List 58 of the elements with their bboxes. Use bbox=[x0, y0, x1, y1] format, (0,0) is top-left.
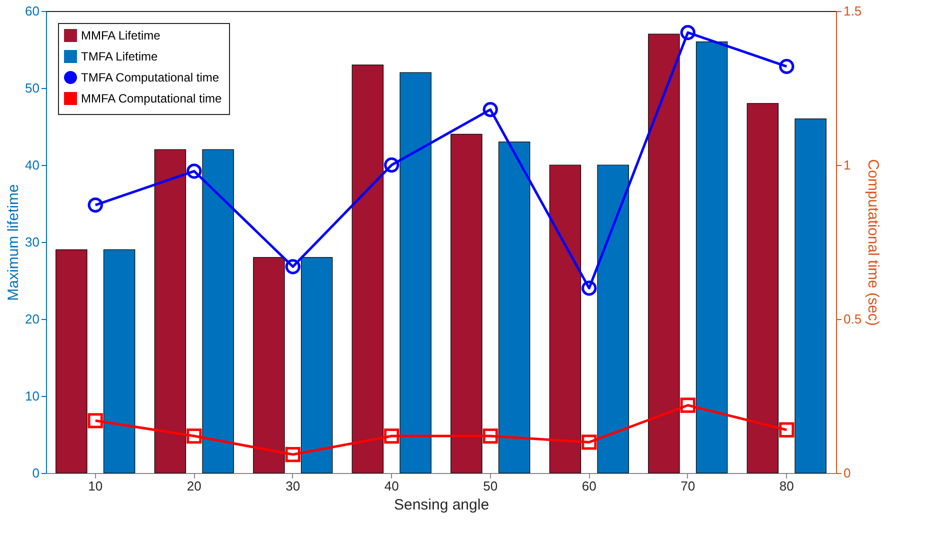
y2-tick-label: 0 bbox=[844, 466, 851, 480]
point bbox=[285, 259, 300, 274]
point bbox=[88, 197, 103, 213]
point bbox=[186, 164, 202, 179]
bar bbox=[498, 142, 530, 474]
bar bbox=[202, 149, 234, 474]
x-tick-label: 70 bbox=[680, 478, 696, 494]
point bbox=[88, 413, 103, 428]
bar bbox=[746, 103, 779, 474]
x-tick-label: 10 bbox=[88, 478, 103, 494]
y-tick-label: 10 bbox=[25, 388, 40, 404]
bar bbox=[794, 118, 826, 474]
legend-label: TMFA Lifetime bbox=[81, 50, 158, 64]
bar bbox=[696, 42, 728, 474]
point bbox=[186, 428, 202, 444]
point bbox=[779, 422, 794, 438]
legend-label: TMFA Computational time bbox=[81, 70, 220, 84]
y-tick-label: 60 bbox=[25, 4, 40, 18]
point bbox=[384, 428, 400, 444]
point bbox=[482, 102, 498, 118]
bar bbox=[352, 64, 384, 474]
point bbox=[384, 157, 400, 173]
point bbox=[680, 398, 696, 413]
legend-label: MMFA Lifetime bbox=[81, 28, 161, 42]
point bbox=[582, 280, 597, 296]
point bbox=[482, 428, 498, 444]
x-tick-label: 50 bbox=[483, 478, 498, 494]
point bbox=[680, 24, 696, 40]
bar bbox=[549, 164, 582, 474]
x-tick-label: 40 bbox=[384, 478, 399, 494]
y2-tick-label: 0.5 bbox=[844, 312, 862, 326]
legend-label: MMFA Computational time bbox=[81, 92, 222, 106]
point bbox=[285, 446, 300, 462]
x-tick-label: 30 bbox=[286, 478, 300, 494]
point bbox=[779, 58, 794, 74]
x-tick-label: 80 bbox=[779, 478, 794, 494]
y2-tick-label: 1 bbox=[844, 158, 851, 172]
bar bbox=[300, 257, 333, 474]
y-axis-title: Maximum lifetime bbox=[5, 184, 22, 301]
bar bbox=[103, 249, 136, 474]
bar bbox=[154, 149, 186, 474]
x-axis-title: Sensing angle bbox=[394, 496, 490, 514]
y-tick-label: 50 bbox=[25, 80, 40, 96]
y-tick-label: 20 bbox=[25, 312, 40, 326]
y-tick-label: 40 bbox=[25, 158, 40, 172]
y-tick-label: 30 bbox=[25, 234, 40, 250]
bar bbox=[648, 34, 680, 474]
y-tick-label: 0 bbox=[32, 466, 40, 480]
x-tick-label: 60 bbox=[582, 478, 596, 494]
y2-axis-title: Computational time (sec) bbox=[864, 159, 882, 326]
bar bbox=[400, 72, 432, 474]
y2-tick-label: 1.5 bbox=[844, 4, 862, 18]
bar bbox=[56, 249, 88, 474]
bar bbox=[597, 164, 629, 474]
bar bbox=[450, 134, 482, 474]
point bbox=[582, 434, 597, 450]
bar bbox=[253, 257, 285, 474]
x-tick-label: 20 bbox=[186, 478, 202, 494]
